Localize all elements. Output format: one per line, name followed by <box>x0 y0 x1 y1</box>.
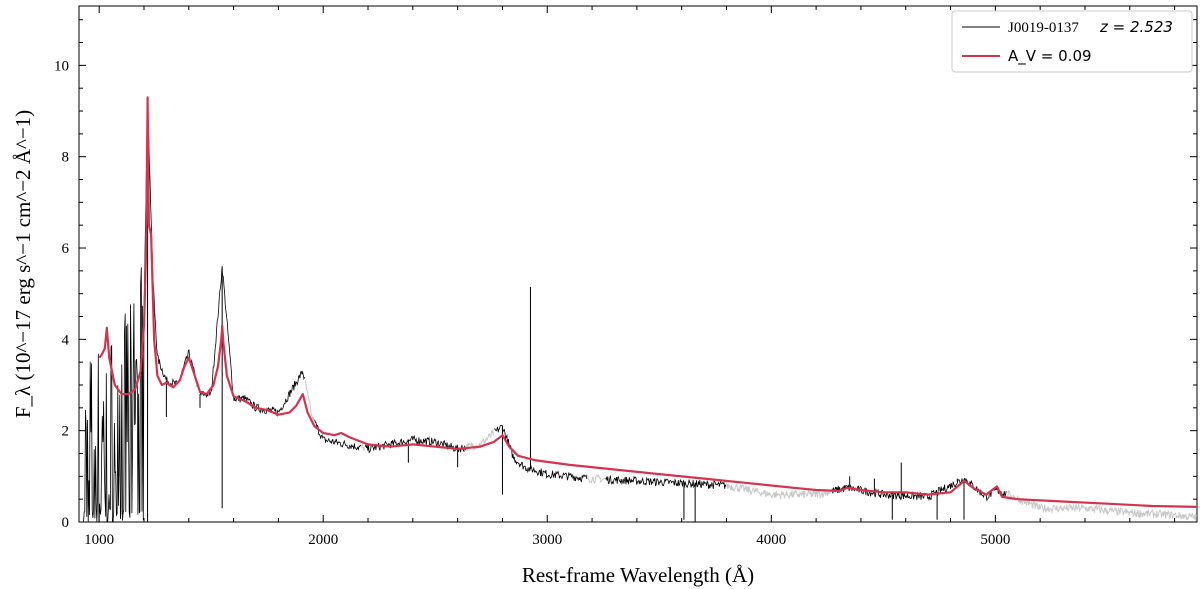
y-tick-label: 2 <box>62 424 70 440</box>
y-tick-label: 8 <box>62 150 70 166</box>
axis-ticks: 1000 2000 3000 4000 5000 0 2 4 6 8 10 <box>54 6 1197 548</box>
x-tick-label: 2000 <box>308 532 338 548</box>
model-fit-line <box>98 96 1198 508</box>
y-tick-label: 10 <box>54 58 69 74</box>
x-tick-label: 5000 <box>980 532 1010 548</box>
x-axis-title: Rest-frame Wavelength (Å) <box>522 563 754 587</box>
spectrum-trace <box>83 107 1007 523</box>
x-tick-label: 4000 <box>756 532 786 548</box>
y-axis-title: F_λ (10^−17 erg s^−1 cm^−2 Å^−1) <box>11 110 35 418</box>
legend: J0019-0137 z = 2.523 A_V = 0.09 <box>951 10 1193 73</box>
legend-model-label: A_V = 0.09 <box>1008 47 1092 66</box>
legend-redshift-label: z = 2.523 <box>1099 18 1173 36</box>
y-tick-label: 0 <box>62 515 70 531</box>
model-fit-layer <box>98 96 1198 508</box>
legend-spectrum-label: J0019-0137 <box>1008 20 1079 36</box>
plot-frame <box>78 5 1198 523</box>
masked-spectrum-layer <box>304 380 1198 521</box>
x-tick-label: 1000 <box>84 532 114 548</box>
y-tick-label: 4 <box>62 332 70 348</box>
observed-spectrum-layer <box>83 97 1007 523</box>
x-tick-label: 3000 <box>532 532 562 548</box>
y-tick-label: 6 <box>62 241 70 257</box>
legend-box <box>951 10 1193 73</box>
masked-spectrum-trace <box>304 380 1198 521</box>
